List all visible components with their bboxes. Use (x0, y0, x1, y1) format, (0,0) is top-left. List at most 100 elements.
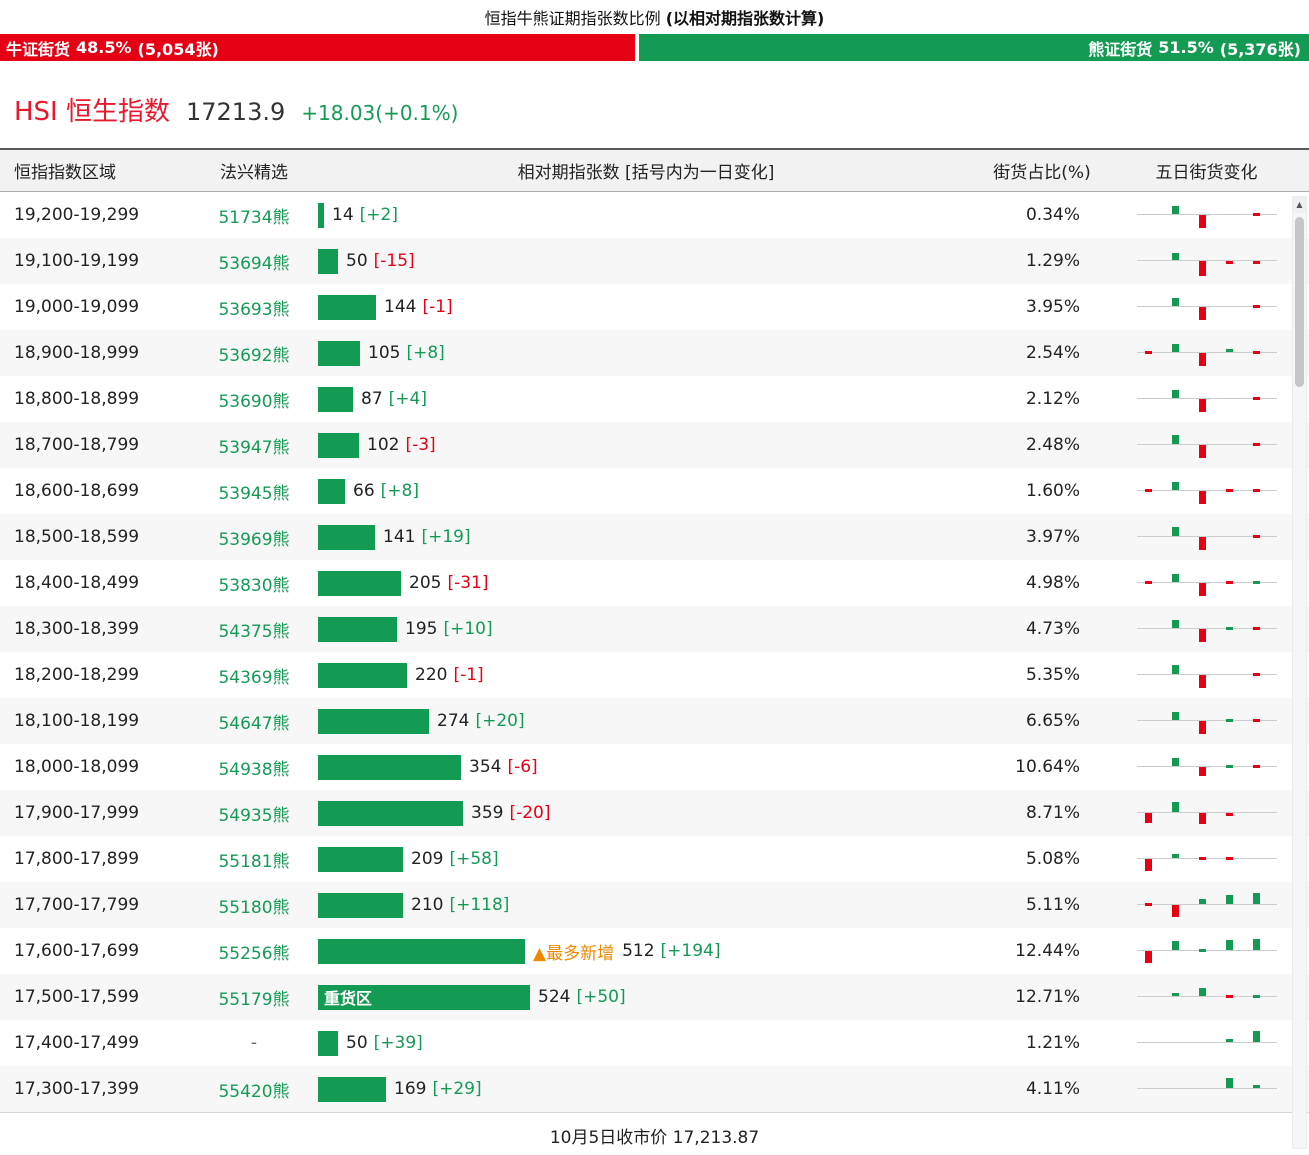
five-day-change-cell (1104, 197, 1309, 233)
contracts-bar (318, 432, 359, 458)
index-range-cell: 19,200-19,299 (14, 205, 140, 225)
warrant-code-cell[interactable]: 53690熊 (218, 391, 290, 412)
index-range-cell: 17,900-17,999 (14, 803, 140, 823)
contracts-bar (318, 662, 407, 688)
five-day-sparkline (1136, 657, 1277, 693)
sparkline-bar (1198, 949, 1206, 952)
five-day-change-cell (1104, 887, 1309, 923)
five-day-change-cell (1104, 657, 1309, 693)
sparkline-baseline (1136, 996, 1277, 997)
five-day-change-cell (1104, 427, 1309, 463)
daily-change: [+29] (432, 1079, 482, 1099)
daily-change: [+8] (380, 481, 419, 501)
five-day-sparkline (1136, 611, 1277, 647)
outstanding-pct-cell: 12.44% (1015, 941, 1080, 961)
warrant-code-cell[interactable]: 53945熊 (218, 483, 290, 504)
warrant-code-cell[interactable]: 55180熊 (218, 897, 290, 918)
daily-change: [+19] (421, 527, 471, 547)
sparkline-bar (1252, 489, 1260, 492)
index-range-cell: 18,600-18,699 (14, 481, 140, 501)
contracts-bar-cell: 87 [+4] (312, 386, 980, 412)
five-day-sparkline (1136, 1025, 1277, 1061)
warrant-code-cell[interactable]: 53694熊 (218, 253, 290, 274)
sparkline-bar (1252, 535, 1260, 538)
most-new-label: ▲最多新增 (533, 943, 615, 964)
sparkline-bar (1171, 712, 1179, 720)
sparkline-bar (1252, 719, 1260, 722)
scrollbar-up-arrow-icon[interactable]: ▲ (1293, 197, 1306, 213)
header-contracts: 相对期指张数 [括号内为一日变化] (517, 163, 775, 183)
five-day-sparkline (1136, 381, 1277, 417)
sparkline-baseline (1136, 490, 1277, 491)
five-day-change-cell (1104, 243, 1309, 279)
bear-ratio-segment: 熊证街货 51.5% (5,376张) (638, 34, 1309, 61)
warrant-code-cell[interactable]: 54375熊 (218, 621, 290, 642)
five-day-sparkline (1136, 749, 1277, 785)
sparkline-bar (1144, 859, 1152, 871)
warrant-code-cell[interactable]: 54935熊 (218, 805, 290, 826)
contracts-value: 50 (346, 251, 368, 271)
contracts-value: 205 (409, 573, 442, 593)
warrant-code-cell[interactable]: 55179熊 (218, 989, 290, 1010)
five-day-sparkline (1136, 519, 1277, 555)
table-row: 17,400-17,499 - 50 [+39] 1.21% (0, 1020, 1309, 1066)
daily-change: [+194] (660, 941, 721, 961)
sparkline-bar (1252, 305, 1260, 308)
daily-change: [+2] (359, 205, 398, 225)
header-warrant-code: 法兴精选 (220, 163, 288, 183)
five-day-sparkline (1136, 197, 1277, 233)
sparkline-baseline (1136, 766, 1277, 767)
index-range-cell: 19,000-19,099 (14, 297, 140, 317)
table-row: 18,200-18,299 54369熊 220 [-1] 5.35% (0, 652, 1309, 698)
sparkline-bar (1198, 399, 1206, 412)
bear-label: 熊证街货 (1088, 39, 1153, 59)
scrollbar[interactable]: ▲ (1292, 196, 1307, 1149)
sparkline-bar (1171, 758, 1179, 766)
table-header-row: 恒指指数区域 法兴精选 相对期指张数 [括号内为一日变化] 街货占比(%) 五日… (0, 150, 1309, 192)
sparkline-bar (1225, 813, 1233, 816)
index-range-cell: 18,100-18,199 (14, 711, 140, 731)
page-title-main: 恒指牛熊证期指张数比例 (484, 9, 661, 28)
contracts-value: 220 (415, 665, 448, 685)
warrant-code-cell[interactable]: 55420熊 (218, 1081, 290, 1102)
warrant-code-cell[interactable]: 53830熊 (218, 575, 290, 596)
outstanding-pct-cell: 5.08% (1025, 849, 1080, 869)
contracts-value: 141 (383, 527, 416, 547)
five-day-change-cell (1104, 289, 1309, 325)
contracts-bar (318, 846, 403, 872)
daily-change: [-31] (447, 573, 489, 593)
warrant-code-cell[interactable]: 53693熊 (218, 299, 290, 320)
table-row: 18,400-18,499 53830熊 205 [-31] 4.98% (0, 560, 1309, 606)
sparkline-bar (1171, 941, 1179, 950)
index-range-cell: 18,400-18,499 (14, 573, 140, 593)
sparkline-bar (1171, 527, 1179, 536)
warrant-code-cell[interactable]: 53692熊 (218, 345, 290, 366)
index-range-cell: 17,800-17,899 (14, 849, 140, 869)
sparkline-bar (1144, 351, 1152, 354)
scrollbar-thumb[interactable] (1295, 217, 1304, 387)
sparkline-baseline (1136, 260, 1277, 261)
sparkline-bar (1144, 903, 1152, 906)
warrant-code-cell[interactable]: 51734熊 (218, 207, 290, 228)
sparkline-bar (1171, 206, 1179, 214)
contracts-bar-cell: 209 [+58] (312, 846, 980, 872)
sparkline-baseline (1136, 214, 1277, 215)
bear-pct: 51.5% (1158, 38, 1214, 57)
warrant-code-cell[interactable]: 53947熊 (218, 437, 290, 458)
warrant-code-cell[interactable]: 55181熊 (218, 851, 290, 872)
five-day-change-cell (1104, 335, 1309, 371)
warrant-code-cell[interactable]: 55256熊 (218, 943, 290, 964)
sparkline-bar (1171, 344, 1179, 352)
contracts-value: 50 (346, 1033, 368, 1053)
header-outstanding-pct: 街货占比(%) (993, 163, 1091, 183)
warrant-code-cell[interactable]: 54647熊 (218, 713, 290, 734)
header-five-day-change: 五日街货变化 (1155, 163, 1258, 183)
warrant-code-cell[interactable]: 54938熊 (218, 759, 290, 780)
header-index-range: 恒指指数区域 (14, 163, 116, 183)
daily-change: [-1] (453, 665, 484, 685)
outstanding-pct-cell: 3.95% (1025, 297, 1080, 317)
contracts-value: 524 (538, 987, 571, 1007)
index-range-cell: 17,300-17,399 (14, 1079, 140, 1099)
warrant-code-cell[interactable]: 54369熊 (218, 667, 290, 688)
warrant-code-cell[interactable]: 53969熊 (218, 529, 290, 550)
